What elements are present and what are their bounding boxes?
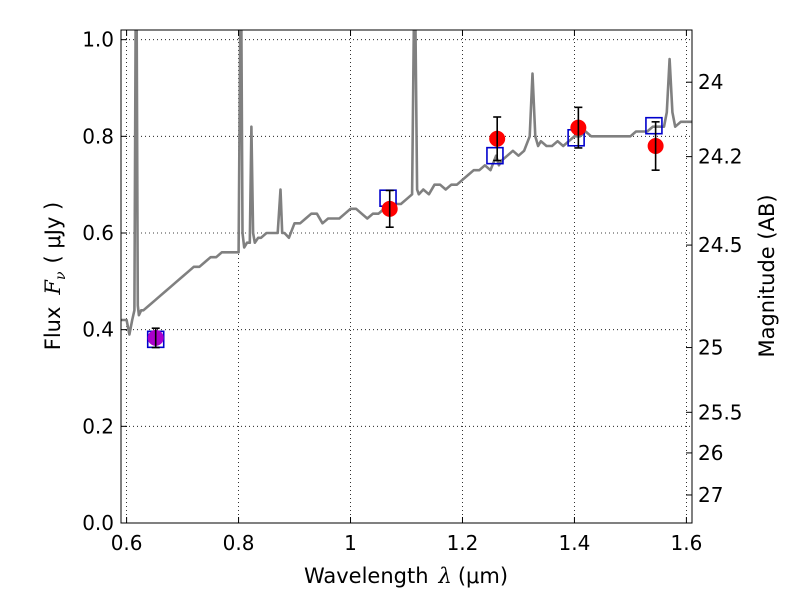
y-axis-label: FluxFν( μJy ) <box>41 202 69 350</box>
y2-tick-label: 27 <box>698 483 723 507</box>
axis-ticks <box>121 30 692 524</box>
y-tick-label: 0.2 <box>82 414 114 438</box>
y-tick-label: 0.8 <box>82 124 114 148</box>
y-tick-label: 0.6 <box>82 221 114 245</box>
x-tick-label: 0.8 <box>223 531 255 555</box>
y-tick-labels: 0.0 0.2 0.4 0.6 0.8 1.0 <box>82 28 114 535</box>
y-tick-label: 0.4 <box>82 318 114 342</box>
model-point <box>645 116 663 135</box>
y2-tick-label: 26 <box>698 441 723 465</box>
y2-tick-label: 25 <box>698 336 723 360</box>
observed-points <box>147 106 664 349</box>
x-tick-label: 1.4 <box>559 531 591 555</box>
x-tick-label: 1 <box>344 531 357 555</box>
y-tick-label: 0.0 <box>82 511 114 535</box>
y2-tick-labels: 24 24.2 24.5 25 25.5 26 27 <box>698 70 743 507</box>
x-tick-labels: 0.6 0.8 1 1.2 1.4 1.6 <box>111 531 703 555</box>
model-point <box>486 146 504 165</box>
y2-tick-label: 24.2 <box>698 145 743 169</box>
y2-tick-label: 24.5 <box>698 233 743 257</box>
x-tick-label: 1.2 <box>447 531 479 555</box>
y2-tick-label: 25.5 <box>698 400 743 424</box>
y2-axis-label: Magnitude (AB) <box>755 194 779 357</box>
plot-frame <box>120 29 693 524</box>
x-tick-label: 0.6 <box>111 531 143 555</box>
x-axis-label: Wavelength λ (μm) <box>304 564 508 588</box>
x-tick-label: 1.6 <box>670 531 702 555</box>
y-tick-label: 1.0 <box>82 28 114 52</box>
y2-tick-label: 24 <box>698 70 723 94</box>
